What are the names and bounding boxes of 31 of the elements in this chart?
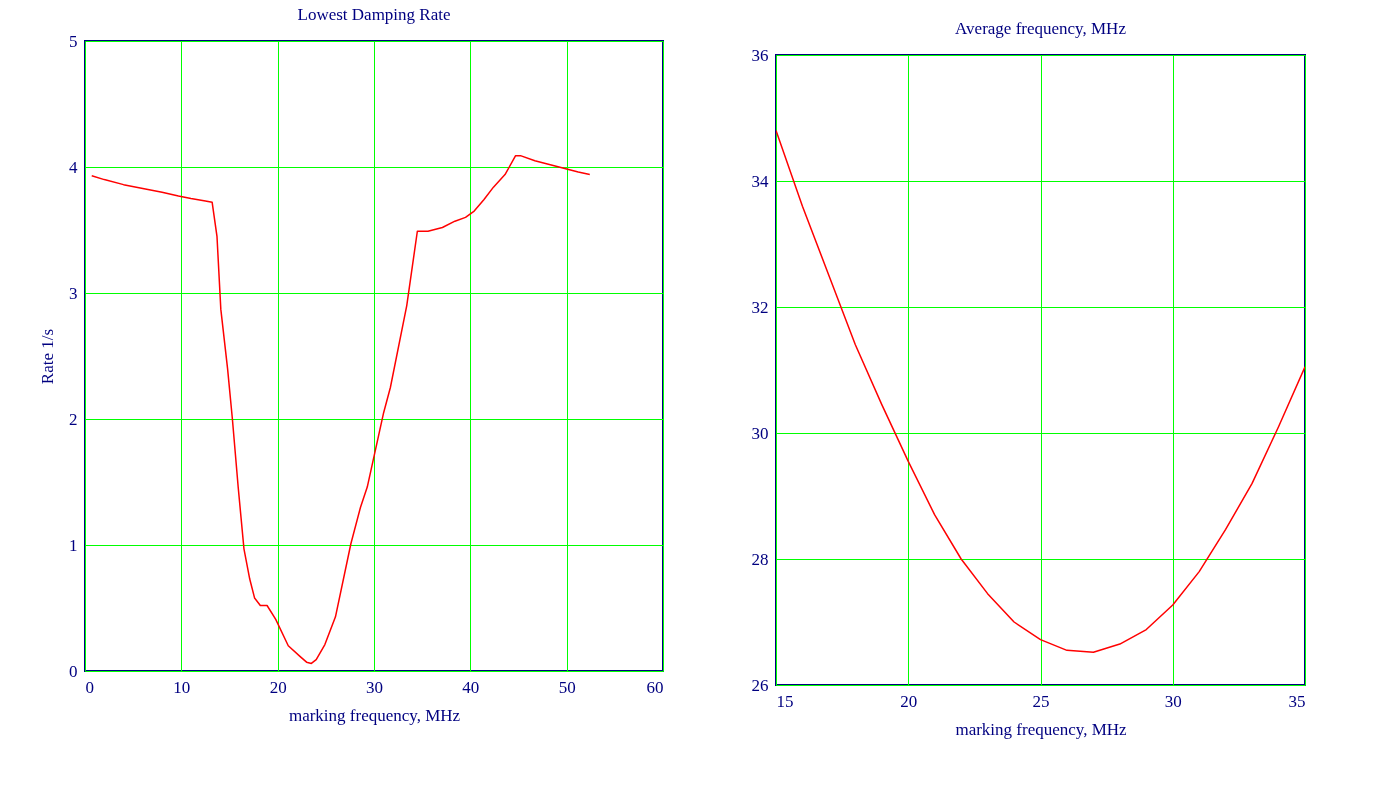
x-axis-title: marking frequency, MHz (288, 705, 461, 725)
x-tick-label: 0 (85, 677, 94, 697)
y-axis-title: Rate 1/s (38, 328, 57, 385)
x-tick-label: 25 (1032, 691, 1050, 711)
y-tick-label: 28 (751, 549, 769, 569)
x-tick-label: 60 (646, 677, 664, 697)
chart-title: Lowest Damping Rate (297, 5, 451, 24)
y-tick-label: 34 (751, 171, 769, 191)
y-tick-label: 30 (751, 423, 769, 443)
y-tick-label: 2 (69, 409, 78, 429)
line-series (776, 129, 1305, 653)
y-tick-label: 5 (69, 31, 78, 51)
x-tick-label: 40 (462, 677, 480, 697)
chart-title: Average frequency, MHz (955, 19, 1127, 38)
y-tick-label: 0 (69, 661, 78, 681)
y-tick-label: 1 (69, 535, 78, 555)
y-tick-label: 4 (69, 157, 78, 177)
x-tick-label: 20 (269, 677, 287, 697)
y-tick-label: 26 (751, 675, 769, 695)
y-tick-label: 36 (751, 45, 769, 65)
x-axis-title: marking frequency, MHz (955, 719, 1128, 739)
x-tick-label: 10 (173, 677, 191, 697)
x-tick-label: 30 (1164, 691, 1182, 711)
x-tick-label: 20 (900, 691, 918, 711)
x-tick-label: 30 (366, 677, 383, 697)
x-tick-label: 15 (776, 691, 794, 711)
x-tick-label: 50 (558, 677, 576, 697)
line-series (90, 154, 591, 665)
y-tick-label: 3 (69, 283, 78, 303)
y-tick-label: 32 (751, 297, 769, 317)
x-tick-label: 35 (1288, 691, 1306, 711)
